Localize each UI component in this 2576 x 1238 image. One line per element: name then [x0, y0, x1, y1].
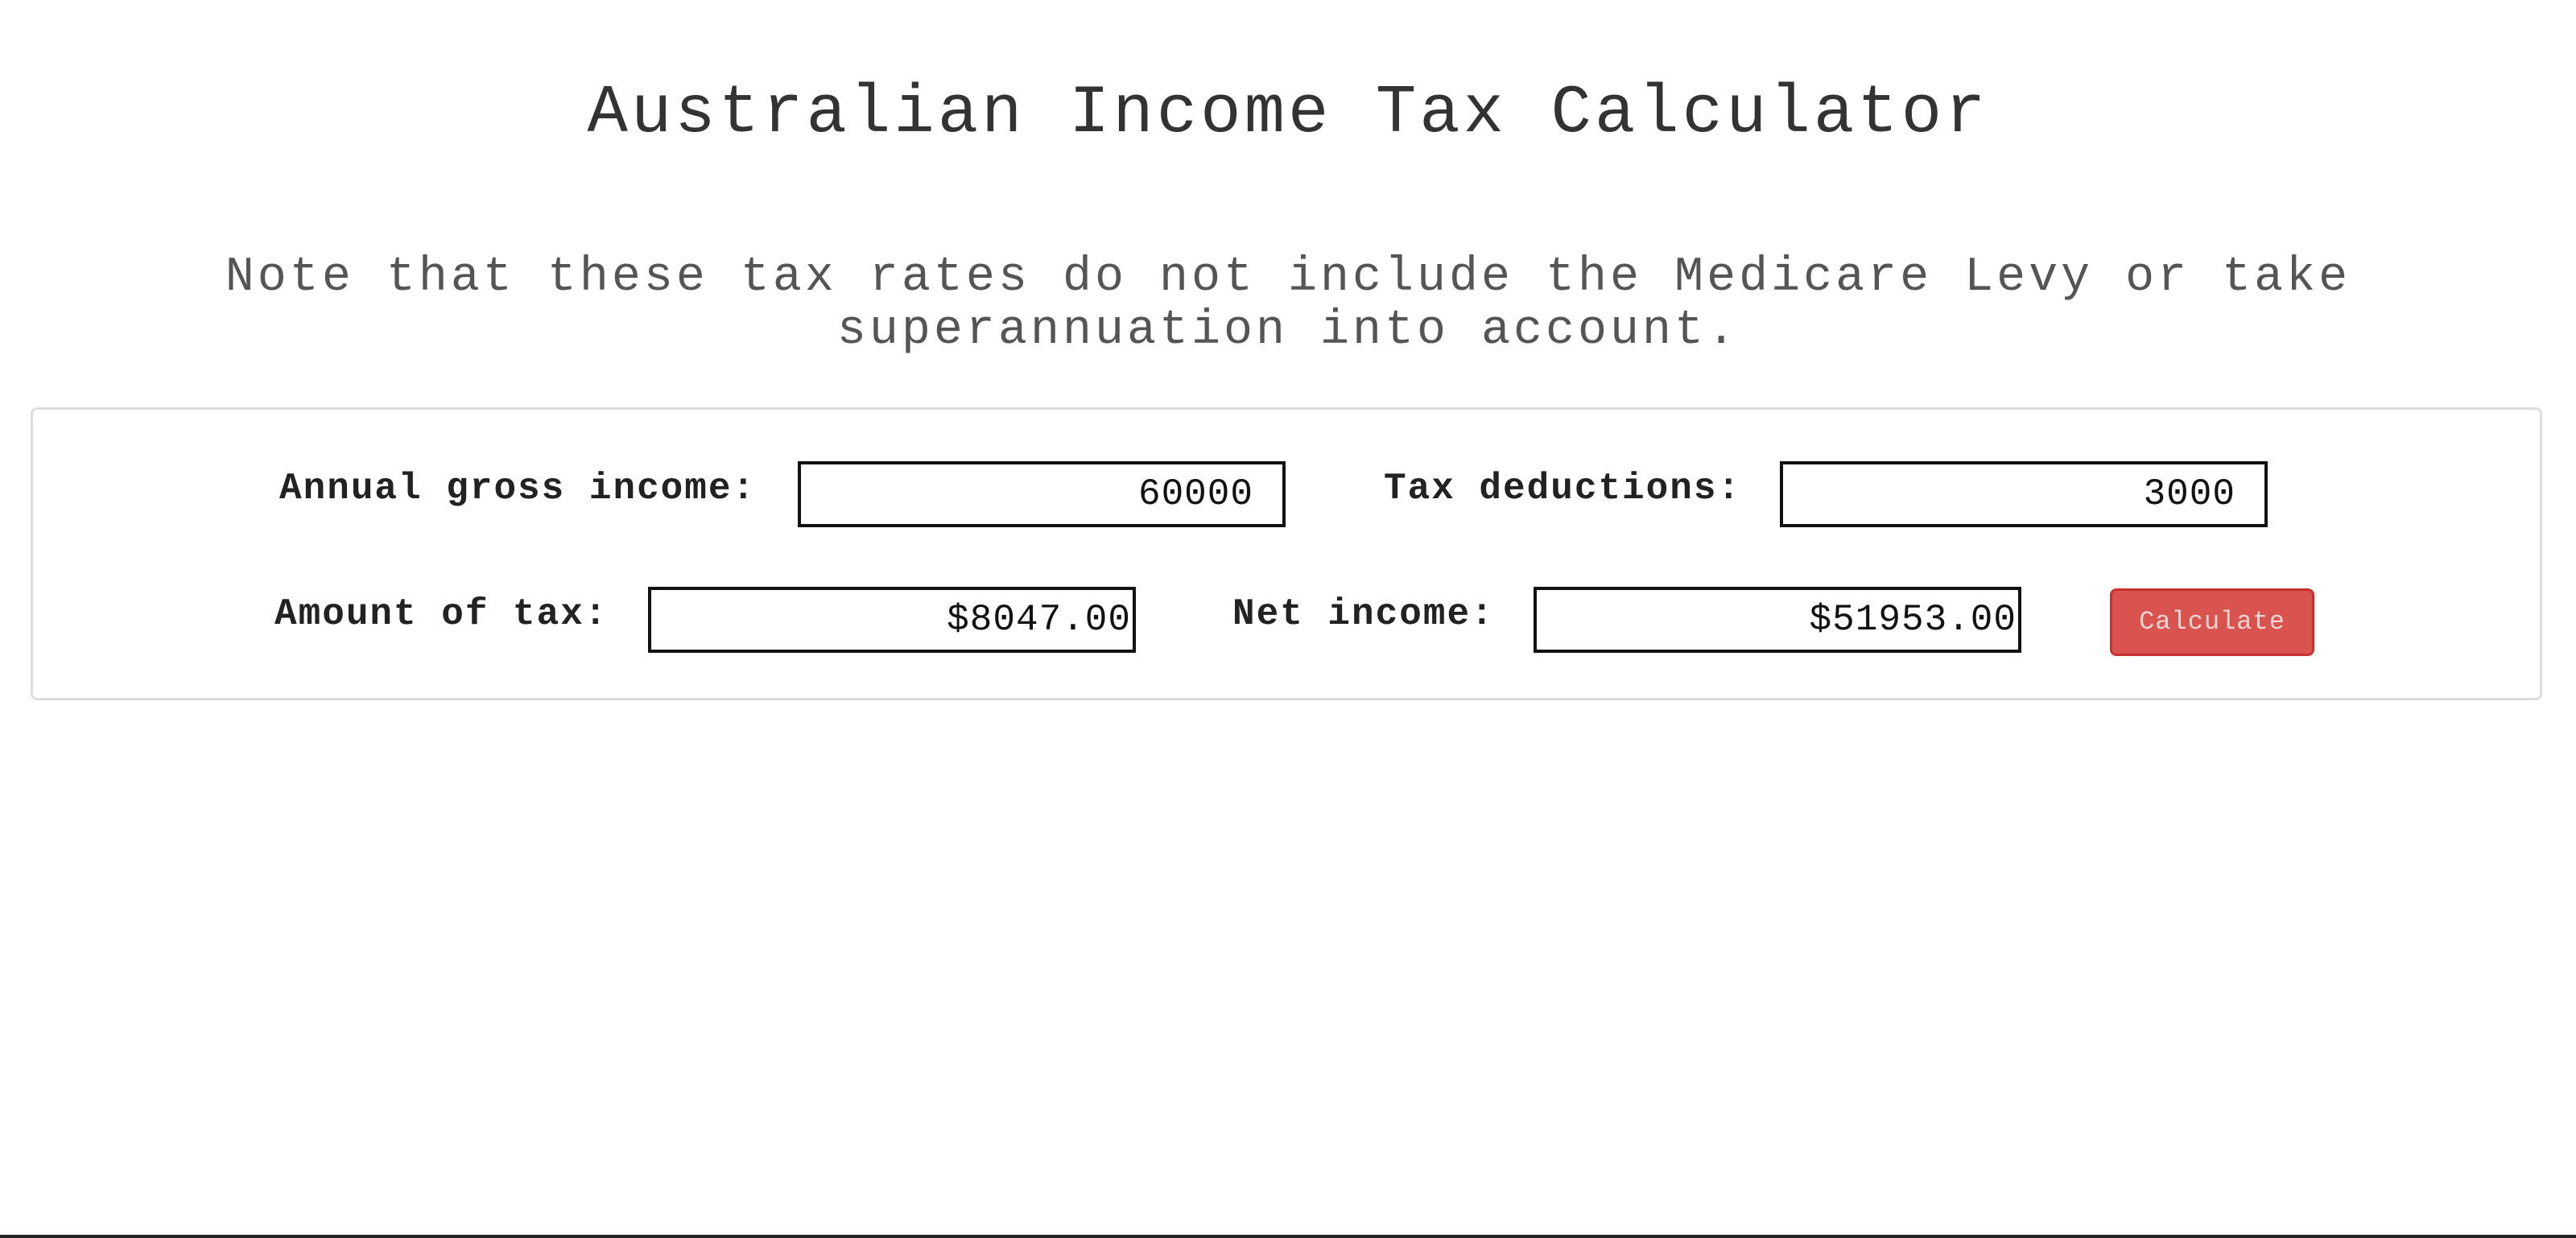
gross-income-input[interactable] [798, 461, 1286, 527]
tax-amount-label: Amount of tax: [275, 593, 609, 635]
net-income-label: Net income: [1232, 593, 1495, 635]
calculate-button[interactable]: Calculate [2110, 588, 2314, 656]
disclaimer-note: Note that these tax rates do not include… [225, 250, 2351, 358]
calculator-panel: Annual gross income: Tax deductions: Amo… [31, 407, 2542, 700]
gross-income-label: Annual gross income: [279, 468, 757, 510]
page-title: Australian Income Tax Calculator [587, 76, 1989, 152]
tax-deductions-input[interactable] [1780, 461, 2268, 527]
window-bottom-border [0, 1235, 2576, 1238]
tax-deductions-label: Tax deductions: [1384, 468, 1742, 510]
tax-amount-output [648, 587, 1136, 653]
net-income-output [1534, 587, 2021, 653]
